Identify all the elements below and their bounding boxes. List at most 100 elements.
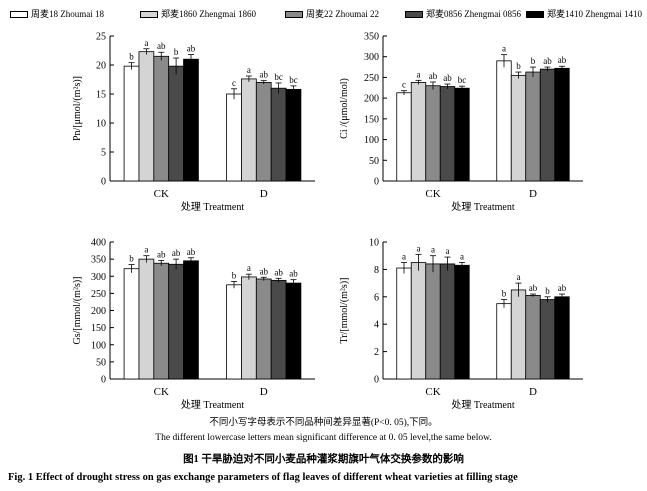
bar (526, 295, 541, 379)
bar (511, 75, 526, 181)
legend-label: 周麦18 Zhoumai 18 (31, 9, 104, 19)
legend-item: 周麦18 Zhoumai 18 (10, 9, 104, 19)
y-axis-label: Tr/[mmol/(m²s)] (339, 278, 350, 344)
y-tick-label: 200 (364, 94, 379, 105)
x-tick-label: CK (154, 188, 169, 200)
significance-letter: a (402, 252, 406, 262)
y-tick-label: 350 (91, 255, 106, 266)
bar (271, 88, 286, 181)
x-tick-label: CK (425, 386, 440, 398)
bar (184, 261, 199, 379)
legend-label: 周麦22 Zhoumai 22 (306, 9, 379, 19)
bar (397, 93, 412, 181)
y-tick-label: 5 (101, 148, 106, 159)
bar (271, 280, 286, 379)
bar (497, 61, 512, 181)
y-tick-label: 4 (374, 320, 379, 331)
legend-swatch (285, 11, 303, 18)
bar (227, 94, 242, 181)
significance-letter: ab (274, 267, 283, 277)
x-tick-label: D (260, 188, 268, 200)
bar (286, 283, 301, 379)
y-axis-label: Ci /(μmol/mol) (339, 78, 350, 139)
legend-item: 周麦22 Zhoumai 22 (285, 9, 379, 19)
significance-letter: ab (157, 41, 166, 51)
significance-letter: ab (157, 249, 166, 259)
y-tick-label: 150 (364, 114, 379, 125)
x-axis-label: 处理 Treatment (181, 201, 244, 213)
bar (426, 86, 441, 181)
bar (555, 297, 570, 379)
y-tick-label: 200 (91, 306, 106, 317)
y-tick-label: 0 (374, 375, 379, 386)
y-tick-label: 10 (96, 119, 106, 130)
bar (497, 304, 512, 379)
significance-letter: a (460, 252, 464, 262)
significance-letter: ab (260, 70, 269, 80)
significance-letter: ab (187, 44, 196, 54)
significance-letter: a (417, 243, 421, 253)
y-tick-label: 0 (101, 177, 106, 188)
y-axis-label: Gs/[mmol/(m²s)] (72, 277, 83, 345)
significance-letter: ab (543, 56, 552, 66)
x-axis-label: 处理 Treatment (451, 201, 514, 213)
y-tick-label: 400 (91, 238, 106, 249)
significance-letter: b (531, 56, 536, 66)
bar (540, 300, 555, 379)
bar (440, 264, 455, 379)
significance-letter: a (446, 246, 450, 256)
bar (555, 68, 570, 181)
x-tick-label: D (529, 386, 537, 398)
significance-letter: b (129, 52, 134, 62)
bar (411, 263, 426, 379)
y-tick-label: 25 (96, 32, 106, 43)
y-axis-label: Pn/[μmol/(m²s)] (72, 76, 83, 141)
significance-letter: ab (187, 247, 196, 257)
y-tick-label: 250 (364, 73, 379, 84)
bar (124, 269, 139, 379)
legend-swatch (10, 11, 28, 18)
legend-item: 郑麦0856 Zhengmai 0856 (405, 9, 521, 19)
bar (139, 259, 154, 379)
significance-letter: a (417, 69, 421, 79)
chart-gs: 0 50 100 150 200 250 300 350 400 Gs/[mmol/(m²s)] b… (30, 232, 320, 410)
y-tick-label: 10 (369, 238, 379, 249)
bar (241, 79, 256, 181)
significance-letter: b (516, 61, 521, 71)
legend-label: 郑麦1860 Zhengmai 1860 (161, 9, 256, 19)
legend-swatch (405, 11, 423, 18)
significance-letter: b (502, 289, 507, 299)
bar (455, 265, 470, 379)
significance-letter: ab (429, 71, 438, 81)
significance-letter: a (517, 272, 521, 282)
significance-letter: a (502, 44, 506, 54)
y-tick-label: 0 (101, 375, 106, 386)
legend: 周麦18 Zhoumai 18 郑麦1860 Zhengmai 1860 周麦22 … (0, 0, 647, 22)
significance-letter: b (545, 286, 550, 296)
legend-label: 郑麦1410 Zhengmai 1410 (547, 9, 642, 19)
legend-item: 郑麦1410 Zhengmai 1410 (526, 9, 642, 19)
y-tick-label: 6 (374, 292, 379, 303)
bar (455, 88, 470, 181)
bar (256, 82, 271, 181)
significance-letter: b (232, 270, 237, 280)
significance-note-zh: 不同小写字母表示不同品种间差异显著(P<0. 05),下同。 (0, 414, 647, 428)
y-tick-label: 15 (96, 90, 106, 101)
significance-letter: a (431, 245, 435, 255)
significance-letter: ab (558, 283, 567, 293)
significance-letter: b (129, 254, 134, 264)
bar (540, 69, 555, 181)
bar (426, 264, 441, 379)
y-tick-label: 2 (374, 347, 379, 358)
figure-caption-en: Fig. 1 Effect of drought stress on gas e… (8, 472, 518, 483)
significance-letter: bc (274, 72, 283, 82)
bar (241, 277, 256, 379)
bar (227, 285, 242, 379)
bar (184, 59, 199, 181)
bar (124, 66, 139, 181)
y-tick-label: 50 (369, 156, 379, 167)
y-tick-label: 0 (374, 177, 379, 188)
y-tick-label: 250 (91, 289, 106, 300)
